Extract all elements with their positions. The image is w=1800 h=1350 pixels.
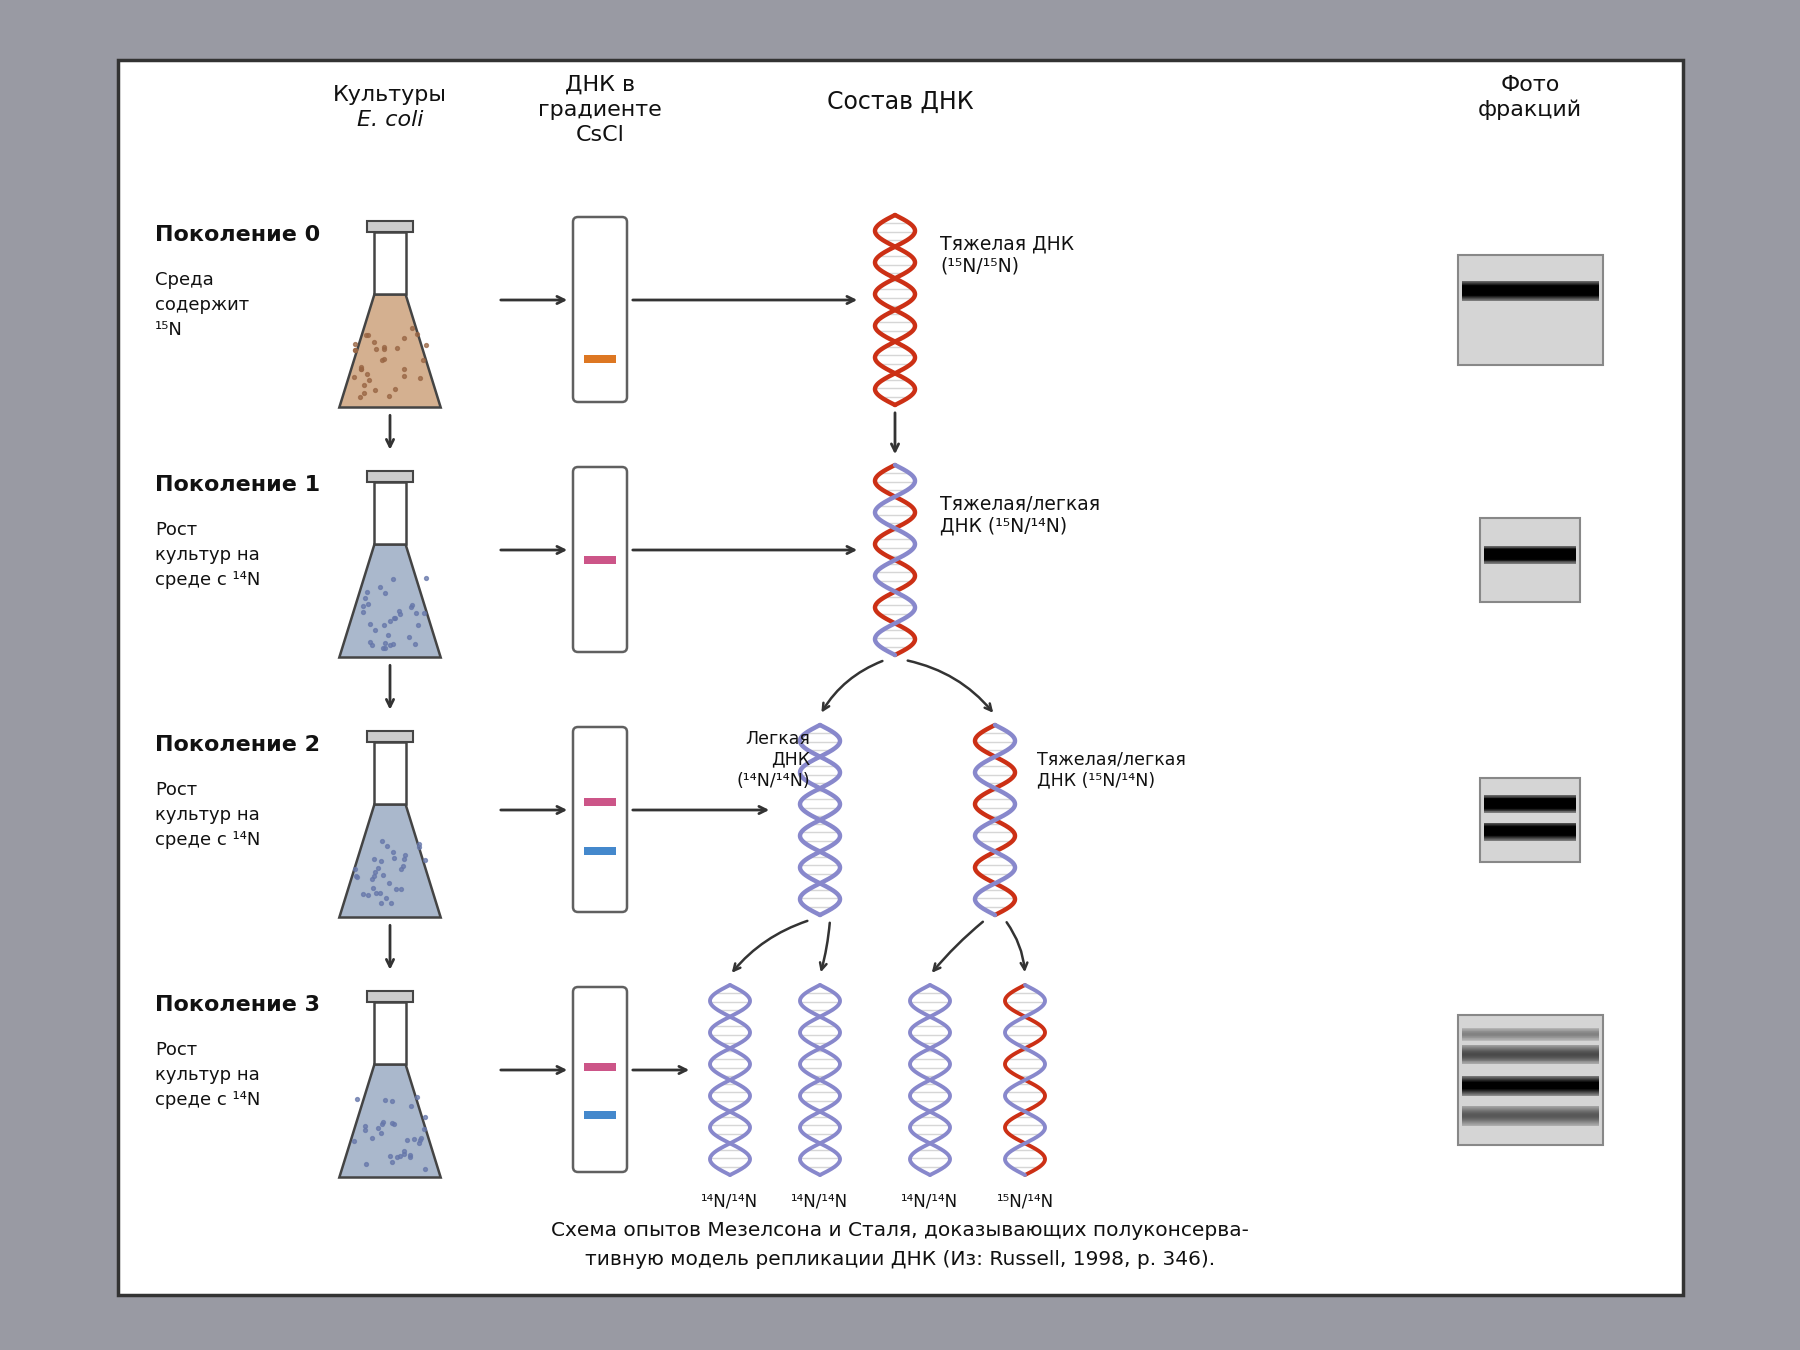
Bar xyxy=(1458,255,1602,364)
Text: фракций: фракций xyxy=(1478,100,1582,120)
Bar xyxy=(583,798,616,806)
Bar xyxy=(583,1111,616,1119)
Bar xyxy=(583,355,616,363)
Polygon shape xyxy=(338,294,441,408)
FancyBboxPatch shape xyxy=(119,59,1683,1295)
Polygon shape xyxy=(367,730,412,742)
Polygon shape xyxy=(374,482,405,544)
Bar xyxy=(1458,1015,1602,1145)
Text: Тяжелая/легкая
ДНК (¹⁵N/¹⁴N): Тяжелая/легкая ДНК (¹⁵N/¹⁴N) xyxy=(940,494,1100,536)
FancyBboxPatch shape xyxy=(572,217,626,402)
Text: ¹⁵N/¹⁴N: ¹⁵N/¹⁴N xyxy=(997,1193,1053,1211)
Text: градиенте: градиенте xyxy=(538,100,662,120)
Bar xyxy=(1480,518,1580,602)
FancyBboxPatch shape xyxy=(572,728,626,913)
Polygon shape xyxy=(367,471,412,482)
Text: Поколение 3: Поколение 3 xyxy=(155,995,320,1015)
Text: Поколение 0: Поколение 0 xyxy=(155,225,320,244)
Text: E. coli: E. coli xyxy=(356,109,423,130)
Polygon shape xyxy=(338,805,441,918)
Text: CsCl: CsCl xyxy=(576,126,625,144)
Text: Состав ДНК: Состав ДНК xyxy=(826,90,974,113)
FancyBboxPatch shape xyxy=(572,467,626,652)
Polygon shape xyxy=(367,221,412,232)
Polygon shape xyxy=(338,1064,441,1177)
Polygon shape xyxy=(367,991,412,1002)
Text: Среда
содержит
¹⁵N: Среда содержит ¹⁵N xyxy=(155,271,248,339)
Text: Тяжелая ДНК
(¹⁵N/¹⁵N): Тяжелая ДНК (¹⁵N/¹⁵N) xyxy=(940,235,1075,275)
Text: Рост
культур на
среде с ¹⁴N: Рост культур на среде с ¹⁴N xyxy=(155,1041,261,1108)
Polygon shape xyxy=(374,1002,405,1064)
Bar xyxy=(583,1064,616,1072)
Text: Легкая
ДНК
(¹⁴N/¹⁴N): Легкая ДНК (¹⁴N/¹⁴N) xyxy=(736,730,810,790)
Text: Схема опытов Мезелсона и Сталя, доказывающих полуконсерва-
тивную модель реплика: Схема опытов Мезелсона и Сталя, доказыва… xyxy=(551,1220,1249,1269)
Bar xyxy=(583,846,616,855)
Text: ¹⁴N/¹⁴N: ¹⁴N/¹⁴N xyxy=(792,1193,848,1211)
FancyBboxPatch shape xyxy=(572,987,626,1172)
Text: ¹⁴N/¹⁴N: ¹⁴N/¹⁴N xyxy=(702,1193,758,1211)
Text: Культуры: Культуры xyxy=(333,85,446,105)
Text: Рост
культур на
среде с ¹⁴N: Рост культур на среде с ¹⁴N xyxy=(155,521,261,589)
Text: Тяжелая/легкая
ДНК (¹⁵N/¹⁴N): Тяжелая/легкая ДНК (¹⁵N/¹⁴N) xyxy=(1037,751,1186,790)
Text: ¹⁴N/¹⁴N: ¹⁴N/¹⁴N xyxy=(902,1193,959,1211)
Bar xyxy=(583,555,616,563)
Polygon shape xyxy=(338,544,441,657)
Text: Рост
культур на
среде с ¹⁴N: Рост культур на среде с ¹⁴N xyxy=(155,782,261,849)
Text: ДНК в: ДНК в xyxy=(565,76,635,95)
Polygon shape xyxy=(374,232,405,294)
Text: Поколение 2: Поколение 2 xyxy=(155,734,320,755)
Text: Фото: Фото xyxy=(1501,76,1559,95)
Text: Поколение 1: Поколение 1 xyxy=(155,475,320,495)
Bar xyxy=(1480,778,1580,863)
Polygon shape xyxy=(374,743,405,805)
